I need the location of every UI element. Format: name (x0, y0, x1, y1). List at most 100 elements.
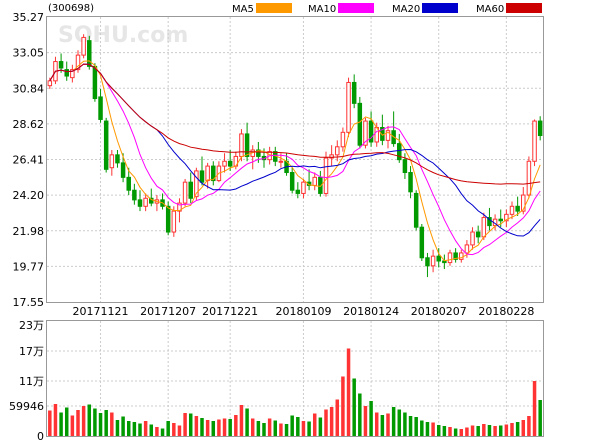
volume-bar (363, 406, 368, 436)
volume-bar (374, 412, 379, 436)
candle-body (470, 231, 475, 246)
price-tick-label: 30.84 (13, 82, 45, 95)
candle-body (419, 226, 425, 259)
volume-bar (335, 399, 340, 436)
price-tick-label: 24.20 (13, 189, 45, 202)
candle-body (442, 260, 447, 264)
candle-body (132, 189, 137, 201)
date-tick-label: 20171207 (140, 305, 196, 318)
candle-body (87, 40, 92, 67)
volume-bar (273, 420, 278, 436)
candle-body (521, 194, 526, 212)
volume-bar (121, 416, 125, 436)
volume-tick-label: 59946 (9, 400, 44, 413)
volume-bar (346, 348, 351, 436)
volume-bar (262, 423, 266, 436)
volume-bar (211, 421, 216, 436)
volume-bar (149, 424, 154, 436)
date-tick-label: 20180124 (343, 305, 399, 318)
date-tick-label: 20180228 (478, 305, 534, 318)
date-tick-label: 20180207 (411, 305, 467, 318)
candle-body (182, 181, 188, 204)
volume-bar (397, 409, 402, 436)
legend-label-ma20: MA20 (392, 4, 420, 15)
candle-body (425, 257, 430, 267)
legend: MA5 MA10 MA20 MA60 (232, 3, 542, 15)
candle-body (120, 162, 126, 178)
candle-body (453, 252, 458, 260)
volume-bar (487, 425, 492, 436)
volume-bar (538, 400, 542, 436)
candle-body (143, 197, 148, 207)
candle-body (227, 160, 233, 167)
candle-body (199, 170, 205, 183)
volume-bar (143, 421, 148, 436)
stock-code: (300698) (48, 3, 94, 14)
volume-bar (527, 416, 531, 436)
price-axis-labels: 35.27 33.05 30.84 28.62 26.41 24.20 21.98 19.77… (13, 11, 45, 309)
volume-bar (245, 408, 249, 436)
candle-body (340, 131, 346, 148)
volume-axis-labels: 23万 17万 11万 59946 0 (9, 319, 44, 440)
candle-body (188, 181, 193, 199)
candle-body (75, 54, 81, 71)
date-tick-label: 20171221 (202, 305, 258, 318)
legend-label-ma10: MA10 (308, 4, 336, 15)
volume-bar (408, 416, 413, 436)
volume-bar (431, 422, 435, 436)
candle-body (205, 165, 210, 182)
date-tick-label: 20171121 (73, 305, 129, 318)
volume-bar (200, 418, 204, 436)
volume-bar (234, 415, 238, 436)
volume-bar (290, 415, 294, 436)
volume-bar (155, 427, 159, 436)
volume-bar (222, 418, 227, 436)
date-axis-labels: 20171121 20171207 20171221 20180109 20180124… (73, 305, 535, 318)
volume-bar (442, 426, 447, 436)
candle-body (256, 149, 261, 157)
candle-body (64, 69, 69, 77)
candle-body (244, 133, 250, 157)
volume-panel-frame (46, 320, 544, 437)
candle-body (109, 154, 115, 169)
volume-bar (312, 413, 317, 436)
candle-body (498, 218, 503, 222)
candle-body (385, 130, 391, 141)
volume-bar (453, 428, 458, 436)
volume-bar (476, 426, 480, 436)
volume-bar (138, 423, 142, 436)
candle-body (459, 252, 464, 260)
volume-bar (217, 419, 221, 436)
candle-body (312, 176, 317, 186)
volume-bar (510, 423, 514, 436)
volume-bar (498, 425, 503, 436)
legend-label-ma60: MA60 (476, 4, 504, 15)
candle-body (171, 210, 177, 233)
volume-bar (403, 412, 407, 436)
volume-bar (166, 421, 170, 436)
volume-bar (228, 419, 232, 436)
volume-bar (110, 412, 114, 436)
volume-bar (126, 421, 131, 436)
volume-bar (76, 410, 80, 436)
candle-body (515, 205, 520, 212)
volume-bar (87, 404, 92, 436)
legend-swatch-ma60 (506, 3, 542, 13)
volume-bar (386, 413, 390, 436)
volume-bar (521, 420, 526, 436)
candle-body (464, 244, 470, 254)
volume-bar (448, 427, 452, 436)
legend-swatch-ma5 (256, 3, 292, 13)
candle-body (115, 154, 120, 164)
candle-body (301, 181, 306, 194)
volume-bar (329, 407, 334, 436)
ma-line-ma60 (49, 63, 541, 185)
volume-bar (341, 376, 345, 436)
volume-bar (284, 424, 289, 436)
volume-bar (93, 408, 97, 436)
volume-bar (391, 407, 396, 436)
volume-bar (482, 424, 486, 436)
candle-body (137, 199, 143, 207)
legend-swatch-ma10 (338, 3, 374, 13)
